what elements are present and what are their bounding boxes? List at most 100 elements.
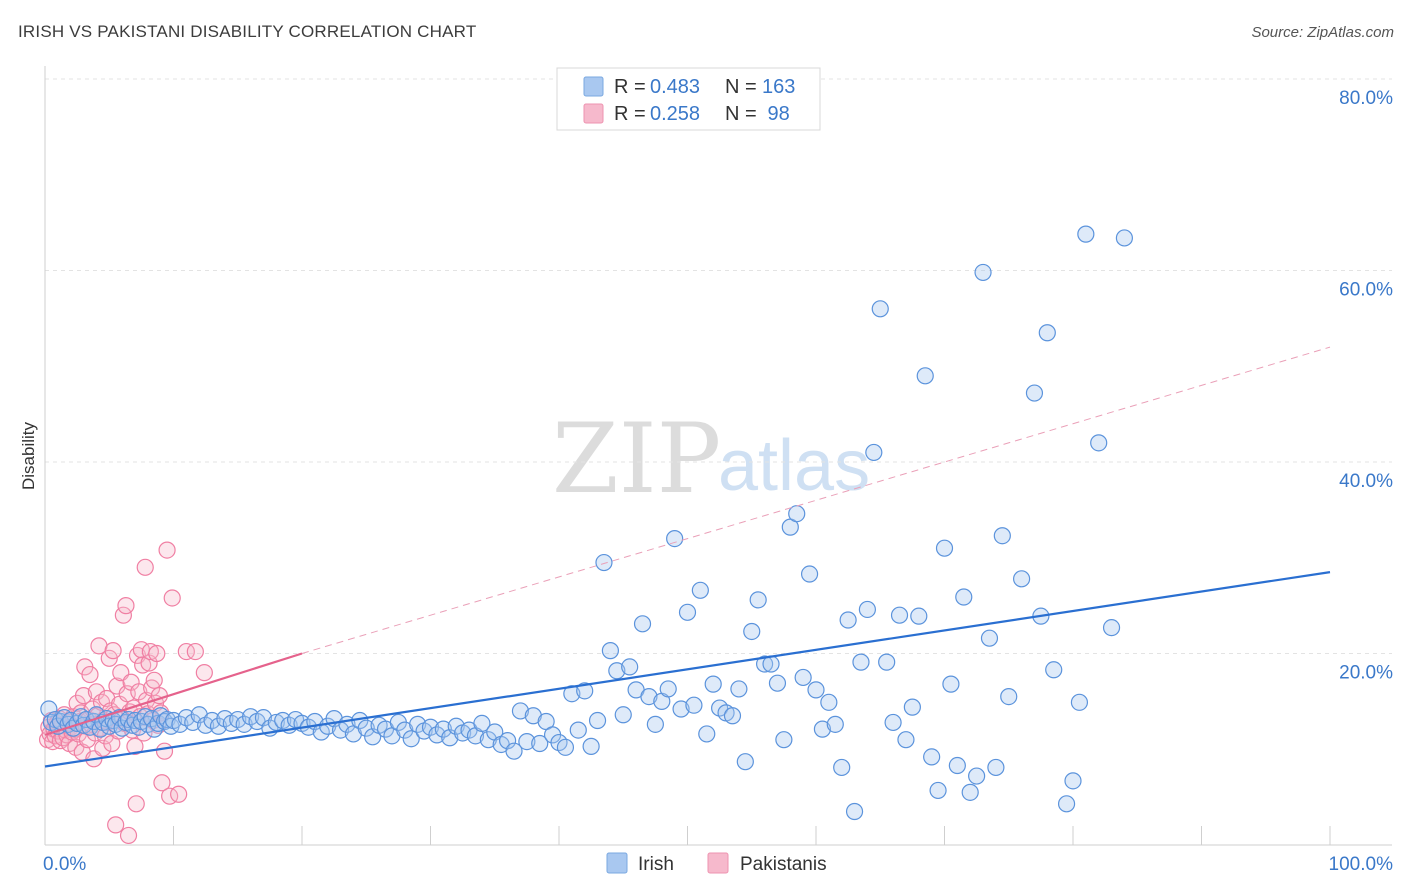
pakistanis-point-74 (134, 656, 152, 674)
irish-point-174 (1045, 661, 1063, 679)
y-tick-label-3: 80.0% (1339, 88, 1393, 109)
irish-point-116 (659, 680, 677, 698)
legend-irish-r-value: 0.483 (650, 76, 700, 98)
bottom-legend-label-irish: Irish (638, 854, 674, 875)
irish-point-138 (800, 565, 819, 583)
pakistanis-point-28 (74, 687, 93, 705)
x-tick-labels: 0.0% 100.0% (43, 854, 1393, 875)
irish-point-178 (1077, 225, 1095, 243)
irish-point-107 (601, 642, 620, 660)
irish-point-144 (839, 611, 857, 629)
irish-point-167 (987, 758, 1005, 777)
irish-point-76 (402, 730, 420, 748)
watermark-zip: ZIP (552, 403, 721, 515)
legend-pak-n-value: 98 (762, 103, 790, 125)
irish-point-181 (1115, 229, 1134, 247)
pakistanis-series (38, 541, 213, 845)
irish-point-114 (646, 715, 664, 733)
legend-irish-r-label: R = (614, 76, 646, 98)
pakistanis-point-80 (141, 642, 159, 661)
irish-point-180 (1102, 619, 1121, 637)
irish-point-163 (961, 783, 979, 801)
irish-point-164 (968, 767, 986, 785)
irish-point-147 (858, 600, 877, 619)
chart-source: Source: ZipAtlas.com (1251, 24, 1394, 41)
irish-point-131 (755, 655, 774, 673)
irish-point-77 (409, 715, 427, 733)
irish-point-103 (576, 682, 594, 700)
irish-point-165 (974, 263, 992, 282)
irish-point-137 (794, 668, 812, 687)
irish-point-170 (1012, 570, 1031, 588)
pakistanis-point-69 (127, 795, 145, 813)
pakistanis-point-95 (177, 642, 195, 661)
irish-point-100 (556, 738, 575, 756)
irish-point-153 (897, 731, 915, 749)
irish-point-91 (499, 732, 517, 750)
irish-point-151 (884, 713, 902, 732)
irish-point-109 (614, 706, 632, 724)
irish-point-140 (813, 720, 832, 738)
irish-point-160 (942, 675, 960, 693)
irish-point-123 (704, 675, 722, 693)
legend-pak-r-value: 0.258 (650, 103, 700, 125)
irish-point-173 (1038, 324, 1056, 342)
irish-point-176 (1064, 772, 1082, 790)
legend-top: R = 0.483 N = 163 R = 0.258 N = 98 (556, 67, 821, 131)
irish-point-105 (588, 711, 607, 730)
irish-point-96 (531, 734, 549, 753)
irish-point-133 (768, 674, 787, 692)
irish-point-118 (672, 700, 690, 718)
watermark-atlas: atlas (718, 426, 870, 506)
irish-point-142 (826, 715, 844, 733)
irish-point-152 (890, 606, 909, 624)
irish-point-121 (691, 581, 709, 599)
irish-point-141 (820, 693, 838, 711)
irish-point-128 (736, 753, 754, 771)
y-tick-label-2: 60.0% (1339, 280, 1393, 301)
pakistanis-point-91 (158, 541, 176, 559)
legend-pak-n-label: N = (725, 103, 757, 125)
pakistanis-point-59 (114, 606, 132, 624)
irish-point-150 (878, 653, 896, 671)
pakistanis-trend-line (44, 652, 303, 736)
trend-lines (44, 346, 1331, 768)
pakistanis-point-61 (117, 597, 135, 615)
watermark: ZIP atlas (552, 403, 870, 515)
irish-point-112 (633, 615, 652, 633)
irish-point-154 (903, 698, 921, 716)
pakistanis-trend-extension (301, 346, 1331, 654)
irish-point-119 (678, 603, 697, 621)
bottom-legend-label-pakistanis: Pakistanis (740, 854, 827, 875)
irish-point-110 (621, 658, 639, 676)
y-tick-label-0: 20.0% (1339, 663, 1393, 684)
irish-point-113 (640, 687, 658, 706)
irish-point-143 (833, 758, 851, 777)
y-axis-title: Disability (19, 421, 38, 490)
bottom-legend-swatch-pakistanis (707, 852, 729, 874)
irish-point-155 (910, 607, 928, 625)
irish-series (40, 225, 1134, 821)
irish-point-145 (845, 802, 864, 821)
pakistanis-point-97 (195, 664, 213, 682)
irish-point-83 (447, 717, 465, 735)
pakistanis-point-38 (87, 683, 106, 701)
irish-point-126 (723, 707, 742, 725)
pakistanis-point-76 (136, 558, 154, 576)
irish-point-80 (428, 726, 446, 744)
irish-point-179 (1090, 434, 1108, 452)
chart-title: IRISH VS PAKISTANI DISABILITY CORRELATIO… (18, 22, 477, 41)
irish-point-102 (569, 721, 587, 739)
legend-swatch-pakistanis (583, 103, 604, 124)
irish-point-129 (743, 622, 761, 641)
legend-irish-n-value: 163 (762, 76, 795, 98)
irish-point-45 (203, 711, 221, 730)
y-tick-labels: 20.0% 40.0% 60.0% 80.0% (1339, 88, 1393, 684)
irish-point-146 (852, 653, 870, 671)
pakistanis-point-85 (148, 644, 166, 663)
y-tick-label-1: 40.0% (1339, 471, 1393, 492)
irish-point-169 (1000, 687, 1018, 706)
irish-point-94 (518, 732, 536, 751)
pakistanis-point-96 (186, 642, 204, 661)
irish-point-134 (775, 731, 793, 749)
